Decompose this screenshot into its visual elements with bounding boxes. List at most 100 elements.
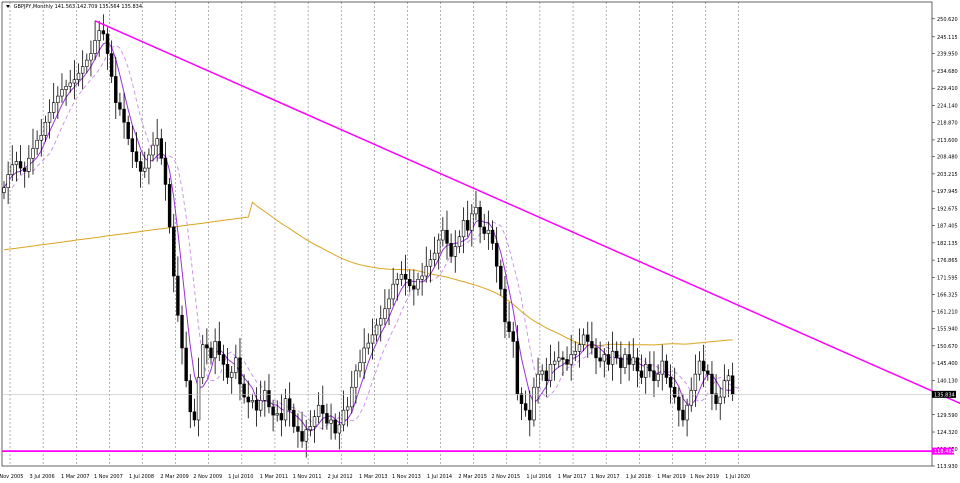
candle-body <box>581 334 586 346</box>
candle-body <box>523 403 528 411</box>
candle-body <box>350 386 354 408</box>
candle-body <box>631 357 635 365</box>
y-tick-label: 161.210 <box>937 309 958 315</box>
plot-frame <box>1 1 933 467</box>
support-price-tag <box>932 447 954 455</box>
candle-body <box>18 161 23 169</box>
candle-body <box>391 283 395 300</box>
candle-body <box>420 275 424 280</box>
candle-body <box>321 404 325 414</box>
candle-body <box>2 187 6 193</box>
candle-body <box>412 285 416 290</box>
candle-body <box>151 144 155 156</box>
ma-fast-line <box>3 41 733 432</box>
candle-body <box>697 360 702 375</box>
x-tick-label: 3 Jul 2006 <box>30 474 55 480</box>
candle-body <box>499 265 503 290</box>
candle-body <box>167 184 172 228</box>
candle-body <box>97 30 101 41</box>
candle-body <box>577 344 582 352</box>
candle-body <box>714 393 718 404</box>
candle-body <box>416 278 420 290</box>
candle-body <box>312 416 317 427</box>
y-tick-label: 197.945 <box>937 189 958 195</box>
candle-body <box>68 82 72 87</box>
candle-body <box>254 400 259 411</box>
candle-body <box>730 375 735 395</box>
candle-body <box>643 364 648 378</box>
candle-body <box>300 431 304 442</box>
candle-body <box>693 373 698 391</box>
candle-body <box>387 298 391 310</box>
x-tick-label: 1 Nov 2013 <box>392 474 421 480</box>
candle-body <box>275 413 279 416</box>
candle-body <box>163 157 168 185</box>
y-tick-label: 129.590 <box>937 413 958 419</box>
y-tick-label: 171.595 <box>937 275 958 281</box>
candle-body <box>726 375 731 382</box>
candle-body <box>308 426 313 431</box>
candle-body <box>209 347 213 359</box>
candle-body <box>316 404 321 417</box>
candle-body <box>656 373 660 382</box>
candle-body <box>72 79 77 84</box>
candle-body <box>503 288 507 323</box>
candle-body <box>325 413 329 424</box>
candle-body <box>39 135 43 141</box>
candle-body <box>60 89 64 97</box>
x-tick-label: 1 Mar 2011 <box>260 474 289 480</box>
candle-body <box>441 229 445 241</box>
x-tick-label: 2 Mar 2009 <box>160 474 189 480</box>
candle-body <box>457 236 462 247</box>
candle-body <box>370 334 375 344</box>
candle-body <box>267 390 271 408</box>
ohlc-values: 141.563 142.709 135.564 135.834 <box>54 4 143 10</box>
candle-body <box>176 275 180 316</box>
trendline <box>94 20 960 405</box>
candle-body <box>660 360 664 375</box>
candle-body <box>246 396 250 403</box>
candle-body <box>362 347 366 364</box>
candle-body <box>6 174 10 188</box>
x-tick-label: 1 Nov 2017 <box>591 474 620 480</box>
y-tick-label: 192.675 <box>937 206 958 212</box>
candle-body <box>557 357 561 362</box>
candle-body <box>722 380 727 398</box>
candle-body <box>242 383 246 398</box>
candle-body <box>76 72 81 81</box>
x-tick-label: 1 Nov 2007 <box>94 474 123 480</box>
candle-body <box>482 226 486 234</box>
candle-body <box>569 354 573 365</box>
x-tick-label: 1 Nov 2019 <box>690 474 719 480</box>
dropdown-arrow-icon[interactable] <box>6 5 10 8</box>
y-tick-label: 229.410 <box>937 86 958 92</box>
y-tick-label: 124.320 <box>937 430 958 436</box>
candle-body <box>101 30 106 35</box>
candle-body <box>114 76 118 103</box>
candle-body <box>122 108 126 123</box>
symbol-header: GBPJPY,Monthly 141.563 142.709 135.564 1… <box>6 4 142 10</box>
candle-body <box>64 85 68 90</box>
candle-body <box>395 278 399 285</box>
candle-body <box>685 404 689 421</box>
candle-body <box>31 148 35 159</box>
current-price-label: 135.834 <box>934 392 955 398</box>
x-tick-label: 1 Jul 2016 <box>526 474 551 480</box>
candle-body <box>221 354 226 365</box>
candle-body <box>10 164 14 175</box>
current-price-tag <box>932 390 956 398</box>
candle-body <box>453 246 457 257</box>
candle-body <box>652 370 656 382</box>
candle-body <box>51 102 56 113</box>
candle-body <box>664 360 669 378</box>
candle-body <box>515 341 520 395</box>
candle-body <box>304 429 308 442</box>
candle-body <box>561 357 565 360</box>
y-tick-label: 245.115 <box>937 35 958 41</box>
candle-body <box>292 409 296 427</box>
candle-body <box>672 386 677 398</box>
candle-body <box>118 102 122 110</box>
candle-body <box>130 138 135 153</box>
